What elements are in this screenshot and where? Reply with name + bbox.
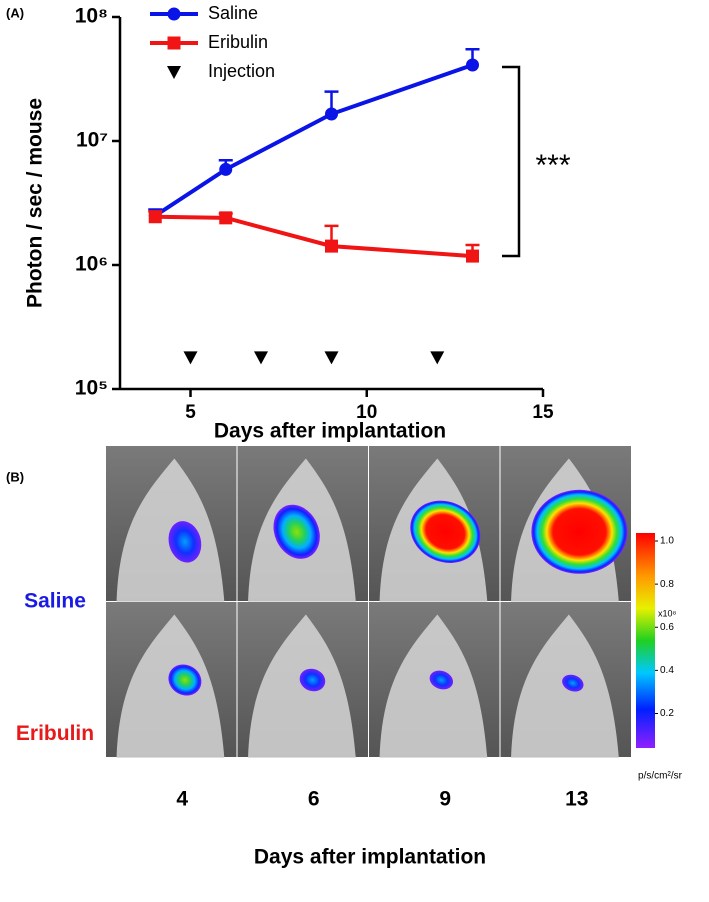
legend-label: Saline — [208, 3, 258, 23]
colorbar-tick-label: 0.6 — [660, 622, 674, 633]
x-tick-label: 10 — [356, 402, 377, 423]
column-label: 9 — [439, 788, 451, 811]
legend-marker — [167, 7, 181, 21]
x-axis-label: Days after implantation — [254, 846, 486, 869]
x-tick-label: 15 — [532, 402, 554, 423]
signal — [273, 504, 320, 559]
marker — [219, 162, 233, 176]
signal — [168, 664, 202, 696]
marker — [325, 239, 338, 253]
marker — [466, 249, 479, 263]
y-tick-label: 10⁷ — [76, 129, 108, 152]
y-tick-label: 10⁵ — [75, 377, 108, 400]
colorbar-exponent: x10⁸ — [658, 608, 677, 618]
colorbar — [636, 533, 655, 748]
significance-bracket — [502, 65, 521, 258]
row-label: Eribulin — [16, 722, 94, 745]
series-line — [155, 214, 473, 259]
marker — [325, 107, 338, 121]
mouse — [116, 614, 225, 758]
panel-label: (B) — [6, 469, 24, 484]
colorbar-tick-label: 0.4 — [660, 665, 674, 676]
marker — [466, 58, 479, 72]
mouse — [248, 614, 356, 758]
y-tick-label: 10⁶ — [75, 253, 108, 276]
signal — [410, 500, 481, 563]
y-tick-label: 10⁸ — [75, 5, 108, 28]
legend-marker — [167, 36, 181, 50]
y-axis-label: Photon / sec / mouse — [24, 98, 47, 308]
legend-label: Injection — [208, 61, 275, 81]
row-label: Saline — [24, 590, 86, 613]
x-tick-label: 5 — [185, 402, 196, 423]
panel-label: (A) — [6, 5, 24, 20]
marker — [254, 351, 268, 365]
marker — [183, 351, 198, 365]
signal — [531, 489, 628, 574]
colorbar-tick-label: 0.8 — [660, 579, 674, 590]
column-label: 13 — [565, 788, 588, 811]
marker — [148, 210, 162, 224]
column-label: 4 — [176, 788, 188, 811]
signal — [562, 674, 584, 692]
legend-label: Eribulin — [208, 32, 268, 52]
marker — [324, 351, 339, 365]
column-label: 6 — [308, 788, 320, 811]
marker — [219, 211, 233, 225]
colorbar-unit: p/s/cm²/sr — [638, 771, 683, 782]
signal — [168, 521, 202, 563]
legend-marker — [167, 66, 181, 79]
significance: *** — [535, 149, 570, 182]
signal — [429, 670, 454, 690]
x-axis-label: Days after implantation — [214, 420, 446, 443]
series-line — [154, 63, 474, 218]
signal — [299, 668, 326, 692]
panel-a: (A) Photon / sec / mouse Days after impl… — [6, 3, 571, 443]
marker — [430, 351, 445, 365]
colorbar-tick-label: 1.0 — [660, 536, 674, 547]
panel-b: (B) Days after implantation x10⁸ p/s/cm²… — [6, 446, 683, 869]
colorbar-tick-label: 0.2 — [660, 708, 674, 719]
mouse — [379, 614, 488, 758]
